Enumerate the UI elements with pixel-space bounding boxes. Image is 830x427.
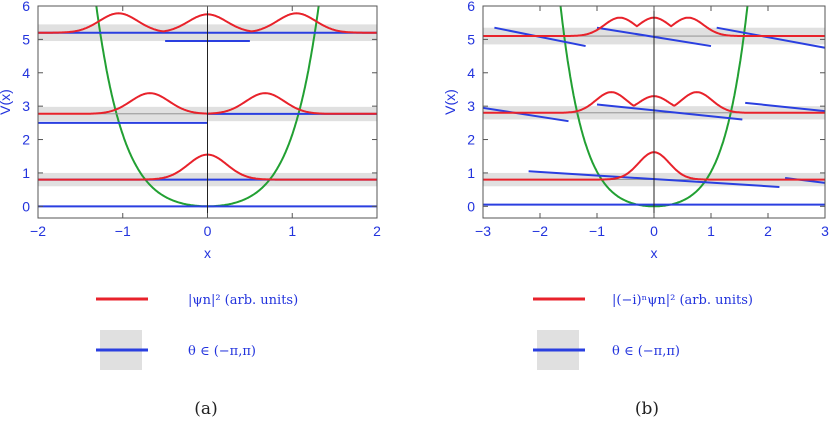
x-tick-label: 0 <box>204 223 212 239</box>
y-tick-label: 3 <box>22 98 30 114</box>
y-axis-label: V(x) <box>442 89 458 115</box>
y-tick-label: 1 <box>22 165 30 181</box>
x-tick-label: 1 <box>707 223 715 239</box>
x-tick-label: −3 <box>475 223 491 239</box>
y-tick-label: 6 <box>467 0 475 14</box>
legend-a: |ψn|² (arb. units) θ ∈ (−π,π) <box>96 293 298 370</box>
x-tick-label: −1 <box>115 223 131 239</box>
x-tick-label: 3 <box>821 223 829 239</box>
y-tick-label: 2 <box>467 132 475 148</box>
theta-segment-n1-0 <box>483 106 569 123</box>
y-tick-label: 6 <box>22 0 30 14</box>
caption-a: (a) <box>194 399 217 419</box>
y-tick-label: 1 <box>467 165 475 181</box>
legend-b-theta-label: θ ∈ (−π,π) <box>612 344 680 359</box>
x-axis-label: x <box>651 245 658 261</box>
y-tick-label: 5 <box>467 31 475 47</box>
caption-b: (b) <box>635 399 659 419</box>
legend-b-density-label: |(−i)ⁿψn|² (arb. units) <box>612 293 753 308</box>
panel-b: −3 −2 −1 0 1 2 3 0 1 2 3 4 5 6 x V(x) <box>442 0 829 261</box>
legend-a-density-label: |ψn|² (arb. units) <box>188 293 298 308</box>
x-tick-label: −2 <box>532 223 548 239</box>
plot-area-b <box>483 6 825 218</box>
plot-area-a <box>38 6 377 218</box>
x-tick-label: 2 <box>764 223 772 239</box>
y-tick-label: 4 <box>22 65 30 81</box>
x-axis-label: x <box>204 245 211 261</box>
x-tick-label: −2 <box>30 223 46 239</box>
legend-a-theta-label: θ ∈ (−π,π) <box>188 344 256 359</box>
y-tick-label: 4 <box>467 65 475 81</box>
x-tick-label: −1 <box>589 223 605 239</box>
y-tick-label: 0 <box>467 198 475 214</box>
x-tick-label: 1 <box>288 223 296 239</box>
y-axis-label: V(x) <box>0 89 13 115</box>
panel-a: −2 −1 0 1 2 0 1 2 3 4 5 6 x V(x) <box>0 0 381 261</box>
y-tick-label: 0 <box>22 198 30 214</box>
theta-segment-n2-2 <box>716 26 825 49</box>
x-tick-label: 0 <box>650 223 658 239</box>
theta-segment-n1-2 <box>745 101 825 113</box>
x-tick-label: 2 <box>373 223 381 239</box>
legend-b: |(−i)ⁿψn|² (arb. units) θ ∈ (−π,π) <box>533 293 753 370</box>
y-tick-label: 3 <box>467 98 475 114</box>
y-tick-label: 2 <box>22 132 30 148</box>
theta-segment-n1-1 <box>596 103 743 121</box>
y-tick-label: 5 <box>22 31 30 47</box>
